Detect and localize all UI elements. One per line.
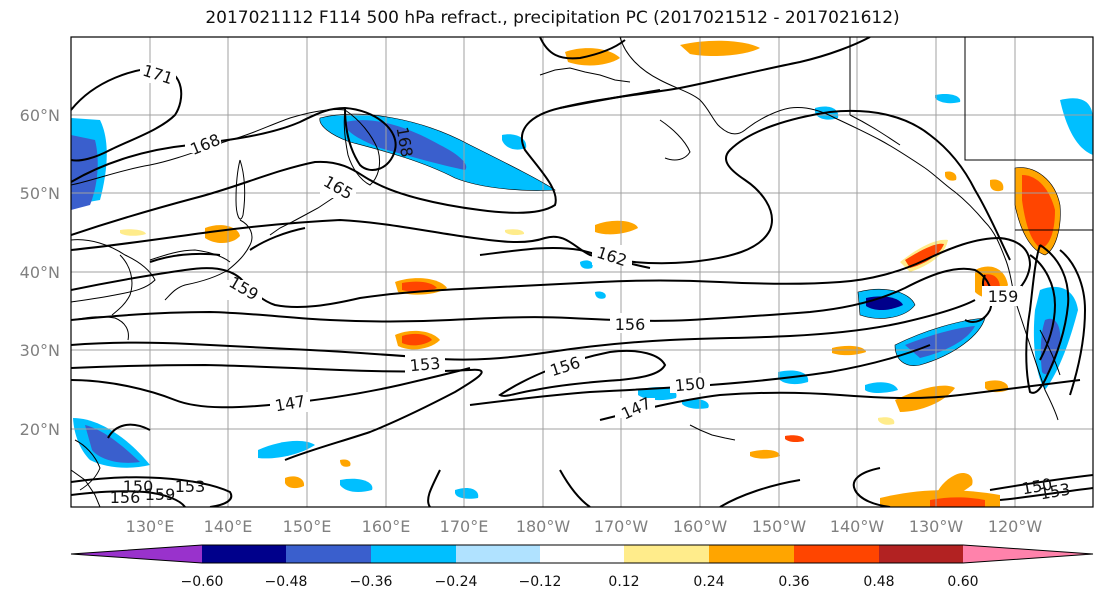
colorbar-outline bbox=[70, 544, 1094, 564]
contour-label: 165 bbox=[320, 172, 356, 204]
shading-outlines bbox=[319, 113, 1061, 366]
colorbar-tick-label: 0.24 bbox=[693, 574, 724, 590]
map-panel: 171 168 165 168 162 159 159 156 156 153 … bbox=[71, 37, 1093, 507]
lon-label: 160°E bbox=[362, 517, 411, 536]
colorbar-segment bbox=[71, 545, 202, 563]
lon-label: 150°E bbox=[283, 517, 332, 536]
contour-labels: 171 168 165 168 162 159 159 156 156 153 … bbox=[110, 61, 1072, 507]
colorbar-tick-label: 0.48 bbox=[863, 574, 894, 590]
lon-label: 130°W bbox=[909, 517, 964, 536]
contour-label: 153 bbox=[1038, 479, 1071, 503]
lat-label: 40°N bbox=[20, 263, 60, 282]
contour-label: 153 bbox=[175, 477, 206, 496]
colorbar-tick-label: 0.60 bbox=[947, 574, 978, 590]
colorbar-tick-label: −0.12 bbox=[519, 574, 562, 590]
colorbar-segment bbox=[456, 545, 540, 563]
lon-label: 150°W bbox=[752, 517, 807, 536]
longitude-labels: 130°E 140°E 150°E 160°E 170°E 180°W 170°… bbox=[126, 517, 1043, 536]
lon-label: 120°W bbox=[988, 517, 1043, 536]
colorbar-segment bbox=[879, 545, 963, 563]
lat-label: 60°N bbox=[20, 106, 60, 125]
contour-label: 156 bbox=[110, 488, 141, 507]
lon-label: 140°W bbox=[830, 517, 885, 536]
colorbar-tick-label: −0.36 bbox=[350, 574, 393, 590]
graticule bbox=[71, 37, 1093, 507]
colorbar-segments bbox=[70, 544, 1094, 564]
lon-label: 140°E bbox=[204, 517, 253, 536]
contour-label: 159 bbox=[145, 485, 176, 504]
colorbar-segment bbox=[709, 545, 794, 563]
contour-label: 159 bbox=[988, 287, 1019, 306]
contour-label: 150 bbox=[674, 374, 706, 396]
colorbar-segment bbox=[794, 545, 879, 563]
map-title: 2017021112 F114 500 hPa refract., precip… bbox=[205, 8, 900, 28]
latitude-labels: 60°N 50°N 40°N 30°N 20°N bbox=[20, 106, 60, 439]
lon-label: 170°W bbox=[594, 517, 649, 536]
lat-label: 30°N bbox=[20, 341, 60, 360]
map-frame bbox=[70, 36, 1094, 508]
lon-label: 160°W bbox=[673, 517, 728, 536]
colorbar-tick-label: 0.12 bbox=[608, 574, 639, 590]
lat-label: 50°N bbox=[20, 184, 60, 203]
colorbar-segment bbox=[202, 545, 286, 563]
lon-label: 170°E bbox=[440, 517, 489, 536]
lon-label: 130°E bbox=[126, 517, 175, 536]
colorbar-segment bbox=[286, 545, 371, 563]
colorbar-tick-label: −0.60 bbox=[181, 574, 224, 590]
contour-label: 153 bbox=[409, 354, 441, 376]
colorbar-segment bbox=[963, 545, 1093, 563]
colorbar-tick-label: 0.36 bbox=[778, 574, 809, 590]
colorbar-ticks: −0.60 −0.48 −0.36 −0.24 −0.12 0.12 0.24 … bbox=[181, 574, 979, 590]
colorbar-segment bbox=[624, 545, 709, 563]
colorbar-tick-label: −0.24 bbox=[435, 574, 478, 590]
lat-label: 20°N bbox=[20, 420, 60, 439]
colorbar-tick-label: −0.48 bbox=[265, 574, 308, 590]
colorbar-segment bbox=[371, 545, 456, 563]
lon-label: 180°W bbox=[516, 517, 571, 536]
contour-label: 156 bbox=[615, 315, 646, 334]
colorbar-segment bbox=[540, 545, 624, 563]
contour-label: 150 bbox=[123, 477, 154, 496]
colorbar: −0.60 −0.48 −0.36 −0.24 −0.12 0.12 0.24 … bbox=[70, 544, 1094, 590]
